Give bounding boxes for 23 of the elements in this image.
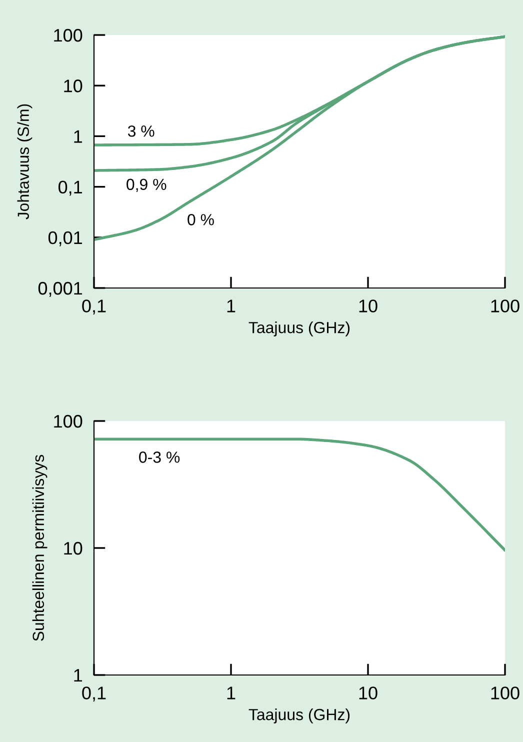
y-tick-label: 0,01 bbox=[48, 231, 82, 246]
y-tick-label: 100 bbox=[54, 414, 82, 428]
x-axis-title: Taajuus (GHz) bbox=[248, 322, 350, 336]
x-axis-title: Taajuus (GHz) bbox=[248, 708, 350, 724]
x-tick-label: 100 bbox=[491, 300, 520, 312]
series-label: 0-3 % bbox=[139, 452, 180, 463]
x-tick-label: 10 bbox=[359, 300, 378, 312]
series-label: 0 % bbox=[188, 214, 214, 226]
x-tick-label: 10 bbox=[359, 686, 378, 700]
y-tick-label: 10 bbox=[64, 80, 82, 92]
y-axis-title: Johtavuus (S/m) bbox=[17, 104, 32, 220]
y-axis-title: Suhteellinen permitiivisyys bbox=[32, 454, 48, 641]
x-tick-label: 1 bbox=[227, 686, 236, 700]
x-tick-label: 100 bbox=[491, 686, 520, 700]
series-label: 0,9 % bbox=[126, 178, 166, 192]
y-tick-label: 0,001 bbox=[38, 282, 82, 297]
y-tick-label: 1 bbox=[74, 669, 82, 682]
y-tick-label: 10 bbox=[64, 542, 82, 555]
series-label: 3 % bbox=[128, 125, 154, 137]
x-tick-label: 1 bbox=[227, 300, 236, 312]
y-tick-label: 100 bbox=[54, 28, 82, 42]
y-tick-label: 1 bbox=[74, 130, 82, 143]
y-tick-label: 0,1 bbox=[58, 180, 82, 196]
